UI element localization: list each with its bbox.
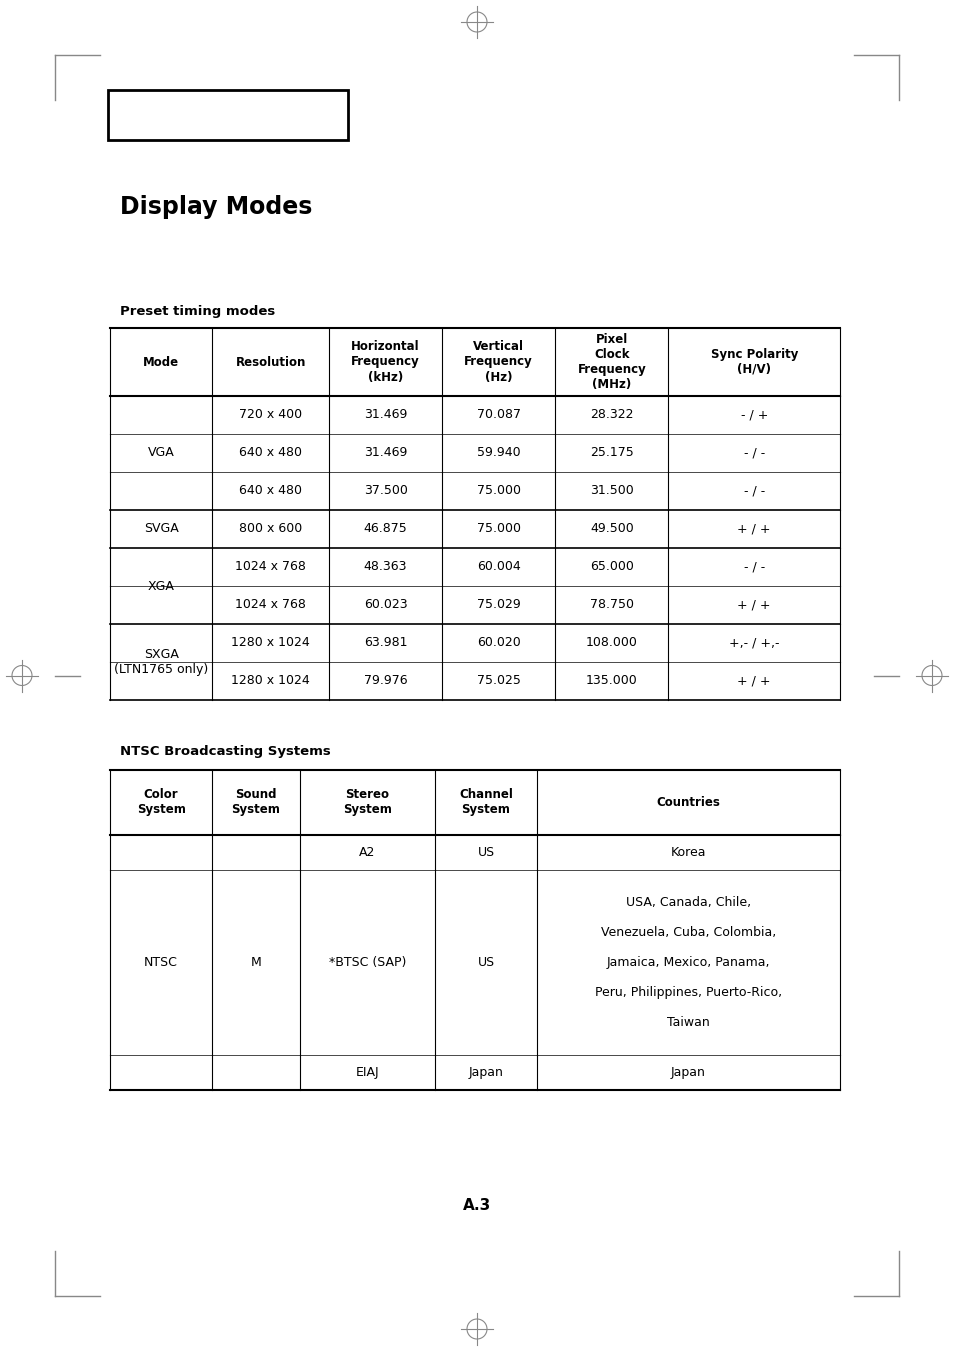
Text: Jamaica, Mexico, Panama,: Jamaica, Mexico, Panama,	[606, 957, 769, 969]
Text: 1024 x 768: 1024 x 768	[235, 598, 306, 612]
Text: US: US	[476, 957, 494, 969]
Text: Preset timing modes: Preset timing modes	[120, 305, 275, 317]
Text: Venezuela, Cuba, Colombia,: Venezuela, Cuba, Colombia,	[600, 925, 776, 939]
Text: 48.363: 48.363	[363, 561, 407, 574]
Text: 75.029: 75.029	[476, 598, 520, 612]
Text: - / -: - / -	[742, 485, 764, 497]
Text: +,- / +,-: +,- / +,-	[728, 636, 779, 650]
Text: 1024 x 768: 1024 x 768	[235, 561, 306, 574]
Text: 65.000: 65.000	[589, 561, 633, 574]
Text: Stereo
System: Stereo System	[342, 789, 392, 816]
Text: Mode: Mode	[143, 355, 179, 369]
Text: 79.976: 79.976	[363, 674, 407, 688]
Text: + / +: + / +	[737, 523, 770, 535]
Text: NTSC: NTSC	[144, 957, 178, 969]
Text: 1280 x 1024: 1280 x 1024	[231, 636, 310, 650]
Text: 135.000: 135.000	[585, 674, 638, 688]
Text: Peru, Philippines, Puerto-Rico,: Peru, Philippines, Puerto-Rico,	[595, 986, 781, 998]
Text: + / +: + / +	[737, 674, 770, 688]
Text: *BTSC (SAP): *BTSC (SAP)	[328, 957, 406, 969]
Text: 78.750: 78.750	[589, 598, 633, 612]
Text: M: M	[251, 957, 261, 969]
Text: EIAJ: EIAJ	[355, 1066, 378, 1079]
Text: A2: A2	[358, 846, 375, 859]
Text: Display Modes: Display Modes	[120, 195, 312, 219]
Text: - / -: - / -	[742, 561, 764, 574]
Text: US: US	[476, 846, 494, 859]
Text: 60.020: 60.020	[476, 636, 520, 650]
Text: Vertical
Frequency
(Hz): Vertical Frequency (Hz)	[464, 340, 533, 384]
Text: A.3: A.3	[462, 1198, 491, 1213]
Text: Channel
System: Channel System	[458, 789, 513, 816]
Text: NTSC Broadcasting Systems: NTSC Broadcasting Systems	[120, 744, 331, 758]
Text: Sound
System: Sound System	[232, 789, 280, 816]
Text: 37.500: 37.500	[363, 485, 407, 497]
Text: 60.004: 60.004	[476, 561, 520, 574]
Text: Pixel
Clock
Frequency
(MHz): Pixel Clock Frequency (MHz)	[577, 332, 645, 390]
Text: 75.000: 75.000	[476, 523, 520, 535]
Text: Color
System: Color System	[136, 789, 185, 816]
Text: Taiwan: Taiwan	[666, 1016, 709, 1029]
Text: XGA: XGA	[148, 580, 174, 593]
Text: 59.940: 59.940	[476, 446, 520, 459]
Text: 31.500: 31.500	[589, 485, 633, 497]
Text: 720 x 400: 720 x 400	[239, 408, 302, 422]
Text: SVGA: SVGA	[144, 523, 178, 535]
Bar	[108, 91, 348, 141]
Text: Japan: Japan	[468, 1066, 503, 1079]
Text: 75.000: 75.000	[476, 485, 520, 497]
Text: Countries: Countries	[656, 796, 720, 809]
Text: USA, Canada, Chile,: USA, Canada, Chile,	[625, 896, 750, 909]
Text: 75.025: 75.025	[476, 674, 520, 688]
Text: 70.087: 70.087	[476, 408, 520, 422]
Text: 1280 x 1024: 1280 x 1024	[231, 674, 310, 688]
Text: 60.023: 60.023	[363, 598, 407, 612]
Text: + / +: + / +	[737, 598, 770, 612]
Text: 28.322: 28.322	[590, 408, 633, 422]
Text: Sync Polarity
(H/V): Sync Polarity (H/V)	[710, 349, 797, 376]
Text: VGA: VGA	[148, 446, 174, 459]
Text: 800 x 600: 800 x 600	[238, 523, 302, 535]
Text: 31.469: 31.469	[363, 408, 407, 422]
Text: 46.875: 46.875	[363, 523, 407, 535]
Text: SXGA
(LTN1765 only): SXGA (LTN1765 only)	[113, 648, 208, 676]
Text: 640 x 480: 640 x 480	[239, 485, 302, 497]
Text: Resolution: Resolution	[235, 355, 306, 369]
Text: - / +: - / +	[740, 408, 767, 422]
Text: 49.500: 49.500	[589, 523, 633, 535]
Text: 31.469: 31.469	[363, 446, 407, 459]
Text: Horizontal
Frequency
(kHz): Horizontal Frequency (kHz)	[351, 340, 419, 384]
Text: Korea: Korea	[670, 846, 705, 859]
Text: 108.000: 108.000	[585, 636, 638, 650]
Text: Japan: Japan	[670, 1066, 705, 1079]
Text: 63.981: 63.981	[363, 636, 407, 650]
Text: - / -: - / -	[742, 446, 764, 459]
Text: 25.175: 25.175	[589, 446, 633, 459]
Text: 640 x 480: 640 x 480	[239, 446, 302, 459]
